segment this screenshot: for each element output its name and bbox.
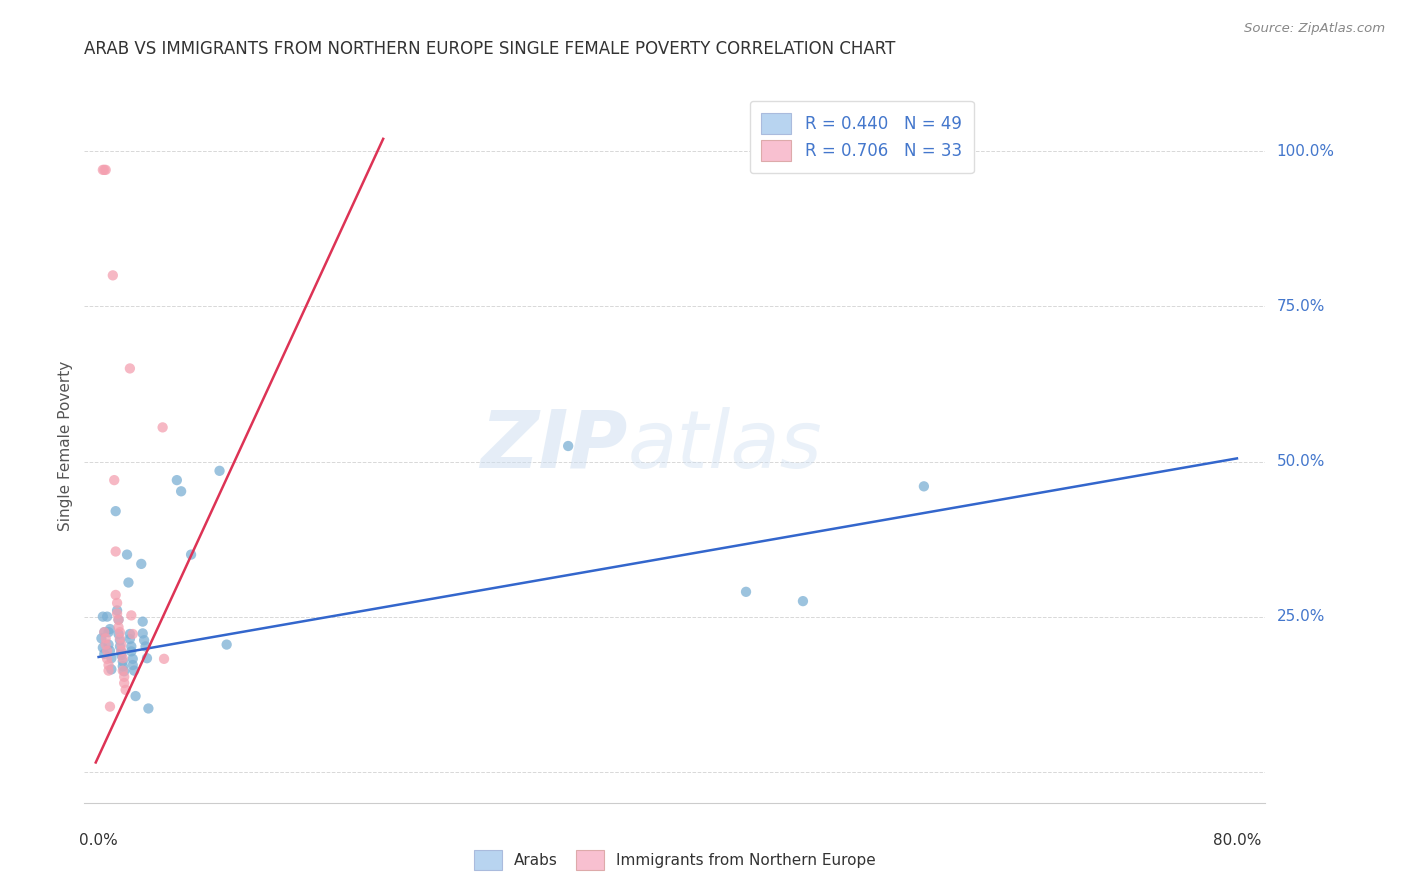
Point — [121, 627, 143, 641]
Point — [100, 651, 122, 665]
Point — [93, 625, 115, 640]
Text: atlas: atlas — [627, 407, 823, 485]
Text: 100.0%: 100.0% — [1277, 144, 1334, 159]
Point — [557, 439, 579, 453]
Point — [105, 596, 128, 610]
Point — [121, 658, 143, 673]
Point — [91, 609, 114, 624]
Point — [120, 640, 142, 654]
Point — [110, 644, 132, 658]
Point — [134, 633, 156, 648]
Point — [208, 464, 231, 478]
Point — [108, 632, 131, 646]
Point — [90, 632, 112, 646]
Point — [100, 662, 122, 676]
Point — [136, 651, 159, 665]
Text: ZIP: ZIP — [481, 407, 627, 485]
Point — [105, 603, 128, 617]
Point — [180, 548, 202, 562]
Point — [101, 268, 124, 283]
Point — [104, 544, 127, 558]
Point — [120, 644, 142, 658]
Point — [131, 615, 153, 629]
Point — [107, 613, 129, 627]
Text: ARAB VS IMMIGRANTS FROM NORTHERN EUROPE SINGLE FEMALE POVERTY CORRELATION CHART: ARAB VS IMMIGRANTS FROM NORTHERN EUROPE … — [84, 40, 896, 58]
Point — [96, 644, 118, 658]
Point — [98, 699, 121, 714]
Point — [121, 652, 143, 666]
Point — [124, 689, 146, 703]
Point — [111, 664, 134, 678]
Point — [131, 626, 153, 640]
Point — [108, 625, 131, 640]
Point — [129, 557, 152, 571]
Legend: Arabs, Immigrants from Northern Europe: Arabs, Immigrants from Northern Europe — [467, 842, 883, 877]
Point — [107, 613, 129, 627]
Point — [97, 638, 120, 652]
Point — [111, 654, 134, 668]
Point — [97, 664, 120, 678]
Point — [96, 652, 118, 666]
Point — [103, 473, 125, 487]
Point — [107, 620, 129, 634]
Point — [98, 644, 121, 658]
Point — [105, 607, 128, 621]
Point — [98, 622, 121, 636]
Point — [118, 361, 141, 376]
Text: 80.0%: 80.0% — [1213, 833, 1261, 848]
Point — [117, 575, 139, 590]
Point — [104, 504, 127, 518]
Point — [110, 645, 132, 659]
Point — [91, 640, 114, 655]
Point — [215, 638, 238, 652]
Point — [107, 627, 129, 641]
Point — [97, 658, 120, 673]
Point — [111, 651, 134, 665]
Text: Source: ZipAtlas.com: Source: ZipAtlas.com — [1244, 22, 1385, 36]
Point — [93, 162, 115, 177]
Point — [735, 584, 758, 599]
Point — [94, 162, 117, 177]
Text: 75.0%: 75.0% — [1277, 299, 1324, 314]
Point — [110, 638, 132, 652]
Point — [114, 682, 136, 697]
Y-axis label: Single Female Poverty: Single Female Poverty — [58, 361, 73, 531]
Point — [108, 640, 131, 654]
Point — [94, 638, 117, 652]
Point — [94, 632, 117, 646]
Point — [118, 632, 141, 646]
Point — [112, 665, 135, 679]
Point — [97, 625, 120, 640]
Text: 25.0%: 25.0% — [1277, 609, 1324, 624]
Point — [93, 647, 115, 661]
Point — [166, 473, 188, 487]
Point — [110, 648, 132, 662]
Point — [108, 633, 131, 648]
Point — [112, 676, 135, 690]
Point — [96, 609, 118, 624]
Point — [118, 627, 141, 641]
Point — [912, 479, 935, 493]
Point — [104, 588, 127, 602]
Point — [152, 420, 174, 434]
Point — [138, 701, 160, 715]
Point — [792, 594, 814, 608]
Point — [91, 162, 114, 177]
Point — [120, 608, 142, 623]
Point — [111, 659, 134, 673]
Point — [112, 670, 135, 684]
Point — [153, 652, 176, 666]
Text: 50.0%: 50.0% — [1277, 454, 1324, 469]
Point — [122, 664, 145, 678]
Point — [170, 484, 193, 499]
Point — [135, 640, 157, 654]
Point — [93, 625, 115, 640]
Text: 0.0%: 0.0% — [79, 833, 118, 848]
Point — [115, 548, 138, 562]
